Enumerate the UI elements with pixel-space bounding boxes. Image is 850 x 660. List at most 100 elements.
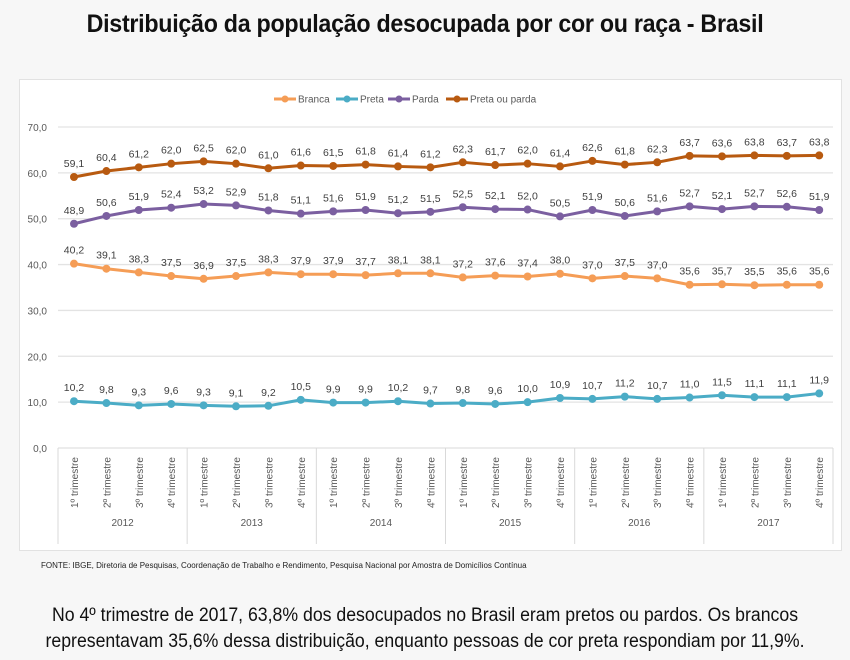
y-tick-label: 50,0 — [28, 215, 48, 226]
x-year-label: 2013 — [241, 518, 264, 529]
data-point — [329, 398, 338, 407]
data-point — [70, 259, 78, 268]
legend-label: Branca — [298, 95, 330, 106]
data-point — [232, 272, 240, 281]
data-point — [556, 162, 564, 171]
data-point — [685, 280, 694, 289]
data-label: 61,4 — [550, 147, 571, 159]
x-tick-label: 2º trimestre — [621, 457, 632, 508]
data-label: 11,2 — [615, 378, 635, 390]
data-point — [296, 209, 305, 218]
data-point — [296, 161, 305, 170]
data-point — [361, 398, 370, 407]
data-point — [523, 398, 532, 407]
data-label: 37,6 — [485, 257, 506, 269]
data-label: 61,8 — [355, 146, 376, 158]
data-label: 59,1 — [64, 158, 85, 170]
data-point — [361, 160, 370, 169]
x-year-label: 2017 — [757, 518, 780, 529]
data-point — [588, 394, 597, 403]
data-label: 62,6 — [582, 142, 603, 154]
data-label: 9,7 — [423, 385, 438, 397]
x-tick-label: 2º trimestre — [362, 457, 373, 508]
data-point — [102, 264, 111, 273]
data-label: 36,9 — [193, 260, 214, 272]
data-point — [653, 394, 662, 403]
series-line — [73, 262, 820, 287]
data-point — [264, 401, 273, 410]
x-axis: 1º trimestre 2º trimestre 3º trimestre 4º t… — [57, 447, 834, 544]
series-preta-ou-parda: 59,1 60,4 61,2 62,0 62,5 62,0 61,0 61,6 61,5 61,8… — [64, 136, 830, 181]
data-point — [394, 269, 402, 278]
data-point — [782, 280, 791, 289]
data-point — [329, 161, 338, 170]
data-point — [685, 151, 694, 160]
series-group: 40,2 39,1 38,3 37,5 36,9 37,5 38,3 37,9 37,9 37,7… — [64, 136, 830, 411]
data-point — [426, 399, 435, 408]
data-point — [815, 280, 824, 289]
data-point — [750, 393, 759, 402]
data-point — [458, 399, 467, 408]
data-point — [782, 151, 791, 160]
data-label: 52,7 — [744, 187, 765, 199]
data-point — [264, 206, 273, 215]
data-label: 37,5 — [615, 257, 636, 269]
x-year-label: 2015 — [499, 518, 522, 529]
data-label: 9,8 — [99, 384, 114, 396]
data-label: 38,1 — [388, 254, 409, 266]
data-label: 38,3 — [129, 253, 150, 265]
legend-item: Parda — [388, 95, 439, 106]
data-point — [199, 401, 208, 410]
series-line — [73, 391, 820, 408]
legend-swatch-marker — [343, 95, 351, 103]
data-label: 11,1 — [745, 378, 765, 390]
data-point — [232, 159, 240, 168]
data-point — [134, 206, 143, 215]
data-label: 9,3 — [196, 386, 211, 398]
x-year-label: 2012 — [111, 518, 134, 529]
data-label: 52,7 — [679, 187, 700, 199]
y-axis: 0,0 10,0 20,0 30,0 40,0 50,0 60,0 70,0 — [28, 123, 48, 455]
data-point — [361, 271, 370, 280]
data-point — [491, 271, 500, 280]
source-note: FONTE: IBGE, Diretoria de Pesquisas, Coo… — [41, 561, 527, 570]
data-point — [718, 391, 726, 400]
y-tick-label: 70,0 — [28, 123, 48, 134]
data-label: 10,0 — [517, 383, 538, 395]
data-point — [70, 172, 78, 181]
data-point — [426, 207, 435, 216]
x-tick-label: 1º trimestre — [588, 457, 599, 508]
data-point — [523, 205, 532, 214]
legend-item: Preta ou parda — [446, 95, 537, 106]
y-tick-label: 20,0 — [28, 352, 48, 363]
data-label: 51,9 — [129, 191, 150, 203]
data-label: 37,9 — [323, 255, 344, 267]
legend-item: Branca — [274, 95, 330, 106]
x-tick-label: 4º trimestre — [297, 457, 308, 508]
data-label: 11,5 — [712, 376, 732, 388]
data-label: 35,5 — [744, 266, 765, 278]
data-label: 51,5 — [420, 193, 441, 205]
x-tick-label: 3º trimestre — [135, 457, 146, 508]
x-tick-label: 1º trimestre — [329, 457, 340, 508]
chart-card: Branca Preta Parda Preta ou parda 0,0 10,0 20… — [19, 79, 842, 551]
data-label: 37,2 — [453, 258, 474, 270]
data-label: 37,9 — [291, 255, 312, 267]
data-point — [815, 206, 824, 215]
data-point — [329, 207, 338, 216]
data-point — [458, 273, 467, 282]
data-point — [134, 163, 143, 172]
data-point — [70, 219, 78, 228]
y-tick-label: 0,0 — [33, 444, 47, 455]
data-label: 48,9 — [64, 205, 85, 217]
x-tick-label: 3º trimestre — [653, 457, 664, 508]
data-label: 61,0 — [258, 149, 279, 161]
data-point — [199, 274, 208, 283]
data-label: 62,3 — [647, 143, 668, 155]
x-tick-label: 3º trimestre — [264, 457, 275, 508]
data-point — [458, 203, 467, 212]
data-label: 51,6 — [647, 192, 668, 204]
data-label: 40,2 — [64, 245, 85, 257]
data-label: 61,5 — [323, 147, 344, 159]
y-tick-label: 30,0 — [28, 306, 48, 317]
